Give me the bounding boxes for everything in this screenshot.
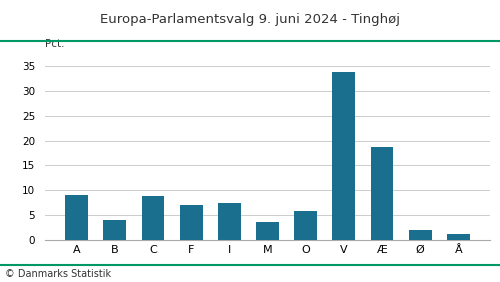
Text: © Danmarks Statistik: © Danmarks Statistik bbox=[5, 269, 111, 279]
Bar bbox=[218, 203, 241, 240]
Text: Pct.: Pct. bbox=[45, 39, 64, 49]
Bar bbox=[332, 72, 355, 240]
Bar bbox=[142, 196, 165, 240]
Text: Europa-Parlamentsvalg 9. juni 2024 - Tinghøj: Europa-Parlamentsvalg 9. juni 2024 - Tin… bbox=[100, 13, 400, 26]
Bar bbox=[370, 147, 394, 240]
Bar bbox=[65, 195, 88, 240]
Bar bbox=[104, 220, 126, 240]
Bar bbox=[180, 204, 203, 240]
Bar bbox=[256, 222, 279, 240]
Bar bbox=[447, 234, 470, 240]
Bar bbox=[408, 230, 432, 240]
Bar bbox=[294, 212, 317, 240]
